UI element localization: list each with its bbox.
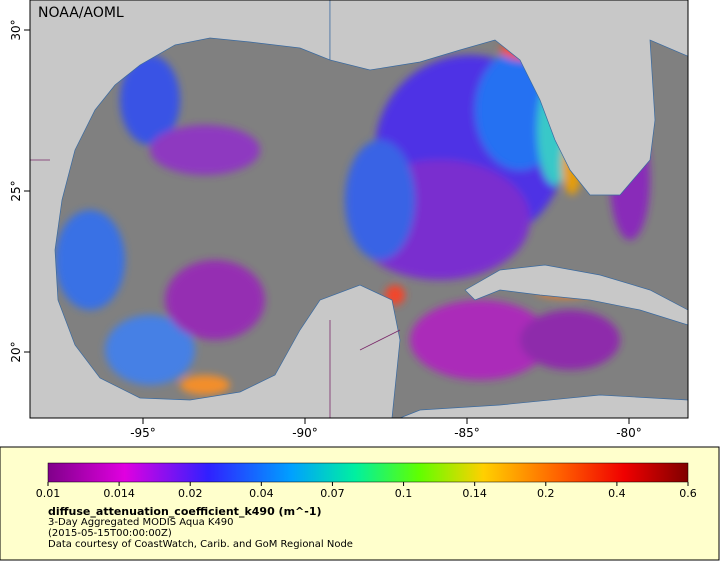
time-range: (2015-05-15T00:00:00Z) <box>48 528 172 539</box>
variable-name: diffuse_attenuation_coefficient_k490 (m^… <box>48 505 322 518</box>
colorbar-tick-label: 0.2 <box>537 487 555 500</box>
colorbar-tick-label: 0.04 <box>249 487 274 500</box>
colorbar-tick-label: 0.6 <box>679 487 697 500</box>
data-field <box>55 35 650 395</box>
dataset-name: 3-Day Aggregated MODIS Aqua K490 <box>48 517 234 528</box>
colorbar-ticks: 0.01 0.014 0.02 0.04 0.07 0.1 0.14 0.2 0.4 0.6 <box>36 482 697 500</box>
axes: -95° -90° -85° -80° 30° 25° 20° <box>9 19 642 440</box>
lon-tick-label: -85° <box>454 426 480 440</box>
map <box>30 0 688 418</box>
lat-tick-label: 20° <box>9 341 23 362</box>
lon-tick-label: -80° <box>616 426 642 440</box>
colorbar-tick-label: 0.02 <box>178 487 203 500</box>
colorbar-tick-label: 0.07 <box>320 487 345 500</box>
watermark: NOAA/AOML <box>38 5 124 21</box>
colorbar-tick-label: 0.14 <box>462 487 487 500</box>
credit: Data courtesy of CoastWatch, Carib. and … <box>48 539 353 550</box>
colorbar-tick-label: 0.014 <box>103 487 135 500</box>
colorbar-tick-label: 0.4 <box>608 487 626 500</box>
land <box>30 0 688 418</box>
lat-tick-label: 30° <box>9 19 23 40</box>
lon-tick-label: -95° <box>130 426 156 440</box>
colorbar-tick-label: 0.01 <box>36 487 61 500</box>
lat-tick-label: 25° <box>9 180 23 201</box>
borders <box>30 159 401 418</box>
colorbar <box>47 462 689 483</box>
colorbar-tick-label: 0.1 <box>395 487 413 500</box>
lon-tick-label: -90° <box>292 426 318 440</box>
map-frame <box>29 0 689 419</box>
